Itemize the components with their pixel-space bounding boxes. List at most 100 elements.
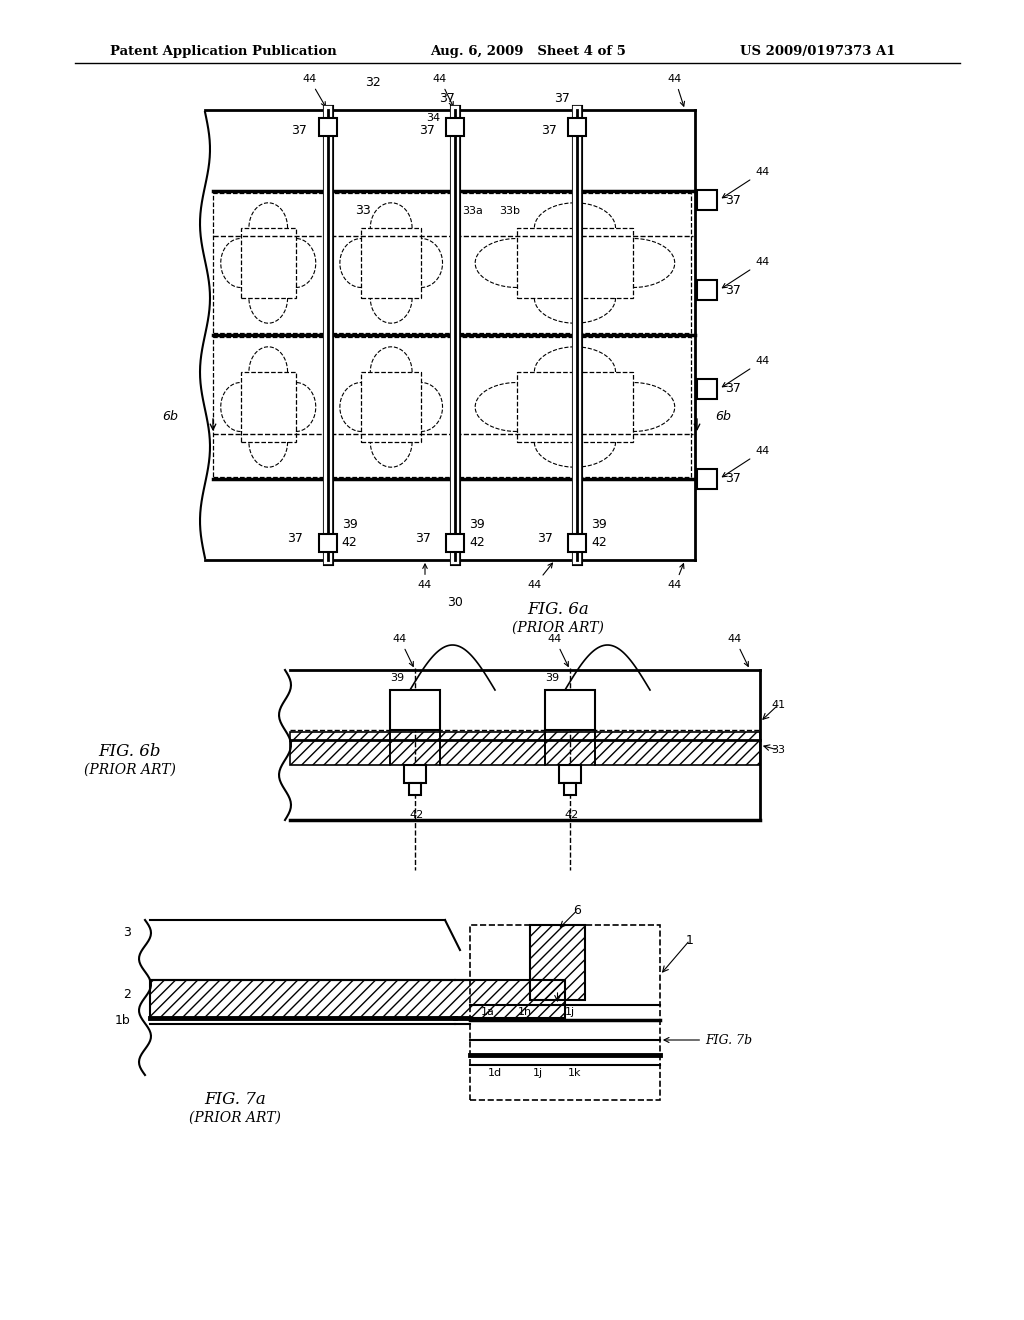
Text: 33: 33 <box>771 744 785 755</box>
Text: 44: 44 <box>528 564 553 590</box>
Text: FIG. 6b: FIG. 6b <box>98 743 161 760</box>
Bar <box>530 925 585 1001</box>
Text: 37: 37 <box>419 124 435 136</box>
Bar <box>213 337 324 477</box>
Bar <box>290 733 390 766</box>
Text: 1j: 1j <box>565 1007 575 1016</box>
Bar <box>390 690 440 730</box>
Text: 33: 33 <box>408 787 422 797</box>
Text: (PRIOR ART): (PRIOR ART) <box>84 763 176 777</box>
Text: 44: 44 <box>722 257 769 288</box>
Text: (PRIOR ART): (PRIOR ART) <box>189 1111 281 1125</box>
Text: 42: 42 <box>410 810 424 820</box>
Text: 44: 44 <box>548 634 568 667</box>
Text: 37: 37 <box>415 532 431 544</box>
Text: 44: 44 <box>393 634 414 667</box>
Text: 33a: 33a <box>463 206 483 216</box>
Text: 6b: 6b <box>715 409 731 422</box>
Text: 44: 44 <box>302 74 326 107</box>
Bar <box>564 783 575 795</box>
Bar <box>440 733 545 766</box>
Bar <box>361 372 421 442</box>
Text: FIG. 7a: FIG. 7a <box>204 1092 266 1109</box>
Bar <box>390 733 440 766</box>
Text: 44: 44 <box>722 356 769 387</box>
Text: Patent Application Publication: Patent Application Publication <box>110 45 337 58</box>
Bar <box>568 535 587 552</box>
Bar <box>361 228 421 298</box>
Bar <box>332 193 451 333</box>
Bar <box>568 117 587 136</box>
Text: 42: 42 <box>592 536 607 549</box>
Bar <box>697 379 717 399</box>
Bar <box>559 766 581 783</box>
Text: 1: 1 <box>686 933 694 946</box>
Text: 39: 39 <box>342 519 357 532</box>
Text: 42: 42 <box>565 810 580 820</box>
Bar <box>318 535 337 552</box>
Bar <box>445 117 464 136</box>
Text: 44: 44 <box>668 564 684 590</box>
Text: 37: 37 <box>554 91 570 104</box>
Bar <box>332 337 451 477</box>
Text: 33: 33 <box>563 787 577 797</box>
Text: 39: 39 <box>390 673 404 682</box>
Bar <box>545 733 595 766</box>
Bar <box>595 733 760 766</box>
Bar <box>404 766 426 783</box>
Bar <box>318 117 337 136</box>
Bar <box>150 979 565 1018</box>
Bar <box>459 193 691 333</box>
Text: 42: 42 <box>342 536 357 549</box>
Text: 1b: 1b <box>115 1015 131 1027</box>
Bar <box>445 535 464 552</box>
Text: 37: 37 <box>725 383 741 396</box>
Text: 44: 44 <box>722 168 769 198</box>
Text: 39: 39 <box>469 519 484 532</box>
Text: FIG. 6a: FIG. 6a <box>527 602 589 619</box>
Text: 1h: 1h <box>518 1007 532 1016</box>
Text: 34: 34 <box>426 114 440 123</box>
Text: 44: 44 <box>433 74 454 107</box>
Text: 39: 39 <box>545 673 559 682</box>
Text: 1k: 1k <box>568 1068 582 1078</box>
Bar <box>697 280 717 300</box>
Text: FIG. 7b: FIG. 7b <box>664 1034 752 1047</box>
Bar <box>213 193 324 333</box>
Text: 1a: 1a <box>481 1007 495 1016</box>
Bar <box>517 372 633 442</box>
Text: 37: 37 <box>725 284 741 297</box>
Text: 44: 44 <box>668 74 684 106</box>
Text: 37: 37 <box>725 473 741 486</box>
Bar <box>409 783 421 795</box>
Text: 39: 39 <box>592 519 607 532</box>
Text: 37: 37 <box>538 532 553 544</box>
Text: 41: 41 <box>771 700 785 710</box>
Bar <box>241 372 296 442</box>
Text: 42: 42 <box>469 536 484 549</box>
Bar <box>697 469 717 488</box>
Text: 33: 33 <box>354 205 371 218</box>
Text: 6b: 6b <box>162 409 178 422</box>
Text: US 2009/0197373 A1: US 2009/0197373 A1 <box>740 45 896 58</box>
Bar <box>459 337 691 477</box>
Text: 2: 2 <box>123 989 131 1002</box>
Text: 44: 44 <box>722 446 769 477</box>
Text: Aug. 6, 2009   Sheet 4 of 5: Aug. 6, 2009 Sheet 4 of 5 <box>430 45 626 58</box>
Bar <box>697 190 717 210</box>
Text: 33b: 33b <box>500 206 520 216</box>
Text: 1d: 1d <box>488 1068 502 1078</box>
Text: 32: 32 <box>365 75 380 88</box>
Text: 30: 30 <box>447 595 463 609</box>
Text: 37: 37 <box>542 124 557 136</box>
Text: 1j: 1j <box>532 1068 543 1078</box>
Text: 37: 37 <box>292 124 307 136</box>
Text: 44: 44 <box>728 634 749 667</box>
Bar <box>241 228 296 298</box>
Text: (PRIOR ART): (PRIOR ART) <box>512 620 604 635</box>
Text: 6: 6 <box>573 903 582 916</box>
Bar <box>470 925 660 1100</box>
Bar <box>545 690 595 730</box>
Text: 44: 44 <box>418 564 432 590</box>
Text: 3: 3 <box>123 925 131 939</box>
